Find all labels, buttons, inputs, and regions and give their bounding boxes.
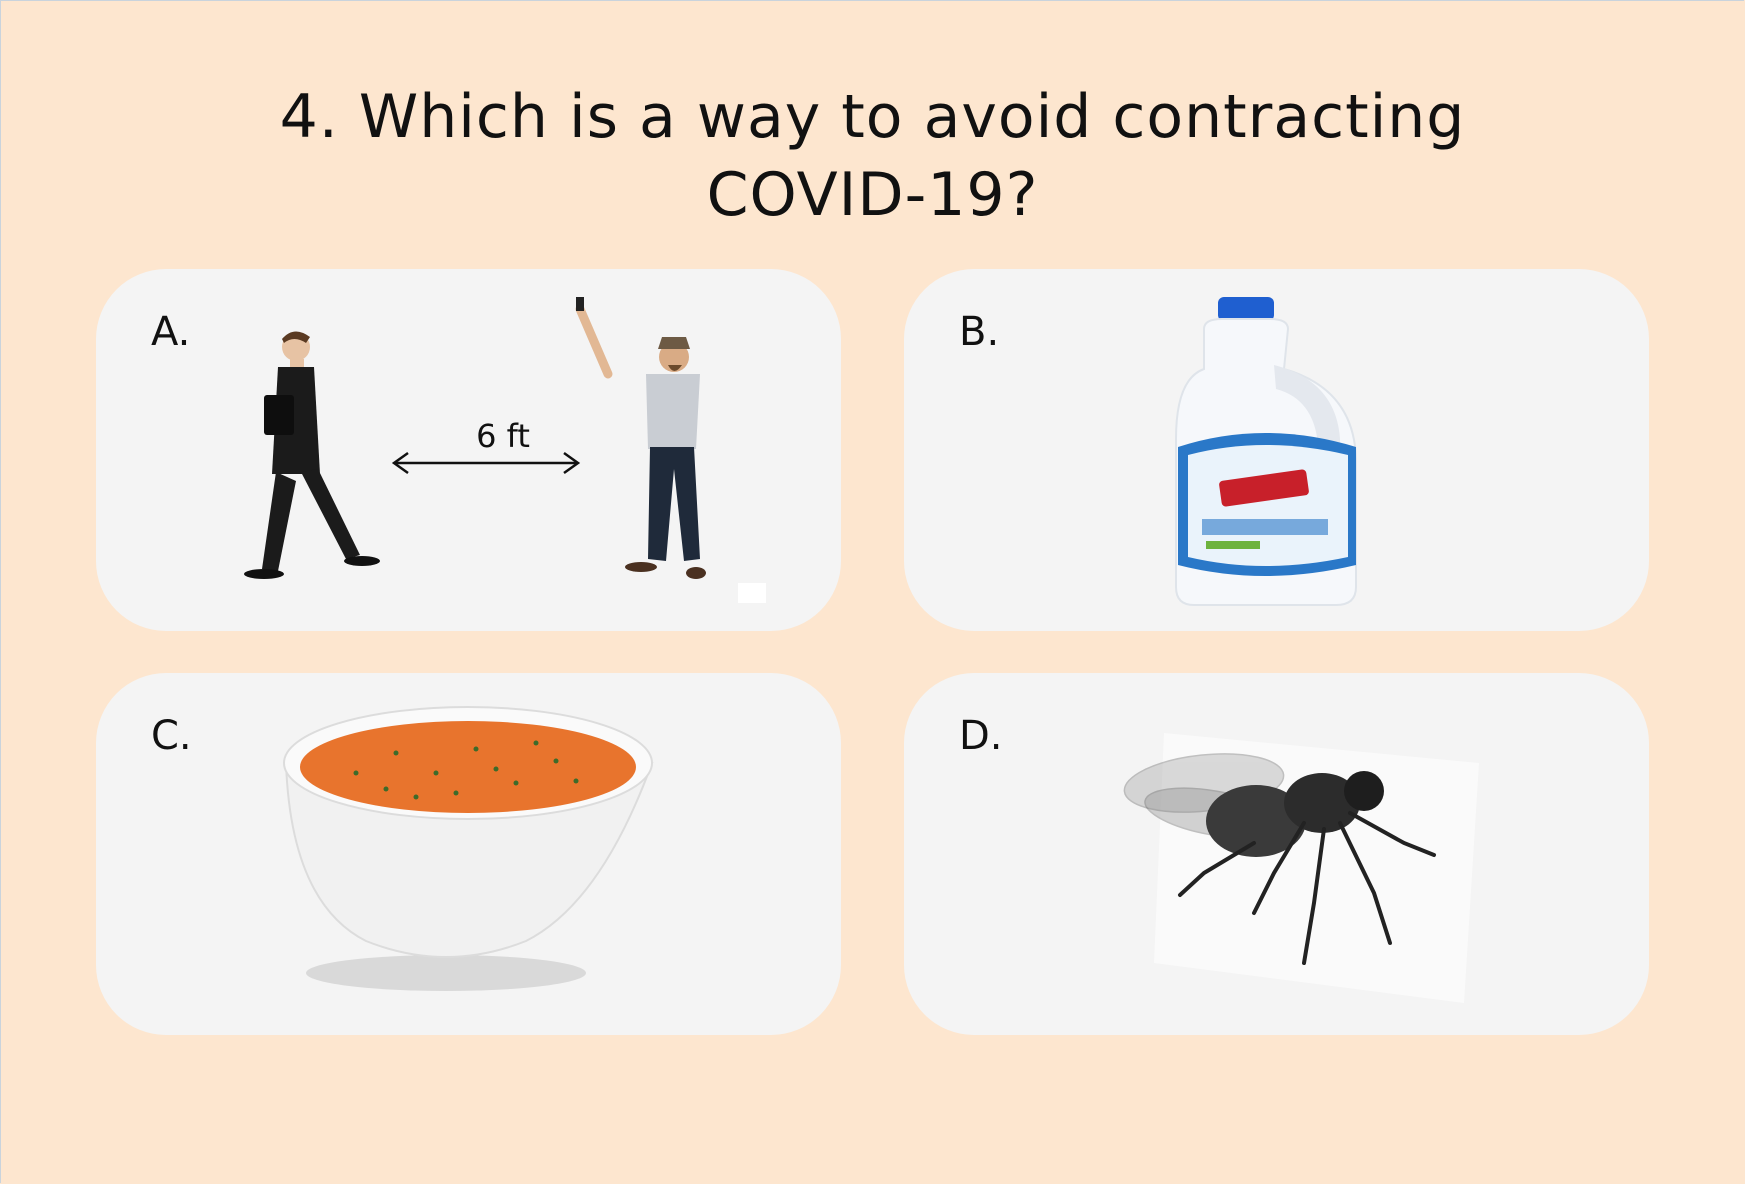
- option-b-letter: B.: [959, 309, 1000, 355]
- option-d-card[interactable]: D.: [904, 673, 1649, 1035]
- housefly: [1123, 753, 1436, 965]
- two-people-distancing-image: [244, 297, 766, 603]
- walking-man-figure: [244, 331, 380, 579]
- soup-bowl-image: [283, 706, 654, 991]
- option-c-card[interactable]: C.: [96, 673, 841, 1035]
- question-line-1: 4. Which is a way to avoid contracting: [279, 82, 1466, 152]
- bleach-bottle-image: [1175, 297, 1357, 606]
- option-c-letter: C.: [151, 713, 192, 759]
- option-a-letter: A.: [151, 309, 191, 355]
- option-d-letter: D.: [959, 713, 1003, 759]
- distance-arrow: [391, 451, 581, 475]
- housefly-image: [1123, 733, 1479, 1003]
- option-a-card[interactable]: A.: [96, 269, 841, 631]
- selfie-man-figure: [575, 297, 706, 579]
- question-title: 4. Which is a way to avoid contracting C…: [0, 78, 1745, 234]
- question-line-2: COVID-19?: [706, 160, 1039, 230]
- soup-bowl: [283, 706, 654, 991]
- distance-label: 6 ft: [476, 417, 530, 455]
- bleach-bottle: [1175, 297, 1357, 606]
- option-b-card[interactable]: B.: [904, 269, 1649, 631]
